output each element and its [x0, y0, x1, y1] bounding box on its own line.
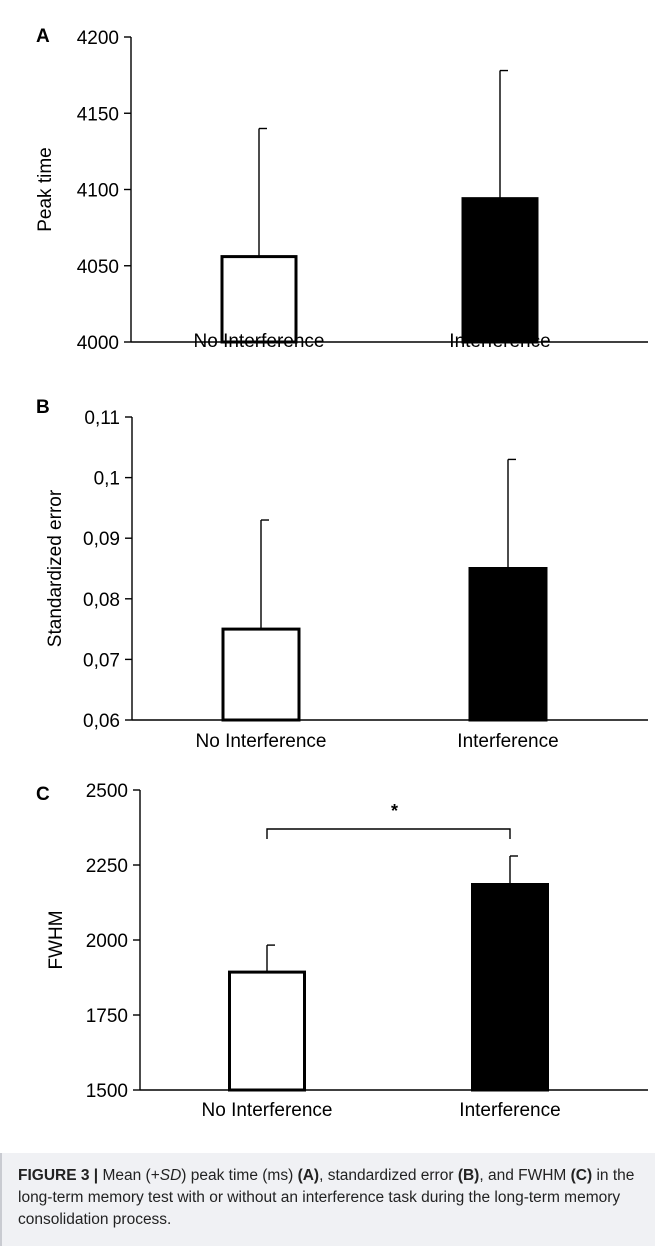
caption-part: ) peak time (ms): [181, 1167, 298, 1184]
caption-part: , and FWHM: [479, 1167, 571, 1184]
caption-part: SD: [159, 1167, 182, 1184]
caption-figure-number: FIGURE 3 |: [18, 1167, 99, 1184]
bar: [220, 255, 298, 344]
figure-3-chart: A Peak time 4000 4050 4100 4150 4200 No Interfe…: [35, 26, 648, 1121]
bar: [461, 197, 539, 344]
y-tick-label: 0,06: [83, 711, 120, 732]
x-category-label: Interference: [457, 731, 558, 752]
bar: [468, 567, 548, 722]
caption-part: , standardized error: [319, 1167, 458, 1184]
bar: [221, 627, 301, 722]
y-tick-label: 0,08: [83, 590, 120, 611]
panel-label: B: [36, 397, 50, 418]
y-tick-label: 2000: [86, 931, 128, 952]
y-tick-label: 1500: [86, 1081, 128, 1102]
y-tick-label: 4100: [77, 181, 119, 202]
figure-caption: FIGURE 3 | Mean (+SD) peak time (ms) (A)…: [0, 1153, 655, 1246]
caption-part: (B): [457, 1167, 480, 1184]
y-tick-label: 1750: [86, 1006, 128, 1027]
y-tick-label: 0,11: [84, 408, 120, 429]
caption-part: (C): [570, 1167, 593, 1184]
y-tick-label: 4200: [77, 28, 119, 49]
y-tick-label: 0,1: [94, 469, 120, 490]
y-tick-label: 0,09: [83, 529, 120, 550]
bar: [228, 970, 306, 1092]
y-axis-label: Peak time: [35, 147, 56, 231]
panel-label: C: [36, 784, 50, 805]
x-category-label: Interference: [449, 331, 550, 352]
x-category-label: No Interference: [196, 731, 327, 752]
x-category-label: No Interference: [202, 1100, 333, 1121]
x-category-label: Interference: [459, 1100, 560, 1121]
panel-a: A Peak time 4000 4050 4100 4150 4200 No Interfe…: [35, 26, 648, 354]
panel-c: C FWHM 1500 1750 2000 2250 2500 No Interference…: [36, 781, 648, 1121]
y-axis-label: FWHM: [46, 910, 67, 969]
y-tick-label: 0,07: [83, 650, 120, 671]
panel-label: A: [36, 26, 50, 47]
caption-part: (A): [297, 1167, 320, 1184]
y-axis-label: Standardized error: [45, 489, 66, 647]
caption-text: Mean (+SD) peak time (ms) (A), standardi…: [18, 1167, 634, 1228]
caption-part: Mean (+: [98, 1167, 160, 1184]
y-tick-label: 4150: [77, 104, 119, 125]
y-tick-label: 2250: [86, 856, 128, 877]
y-tick-label: 2500: [86, 781, 128, 802]
significance-bracket: [266, 828, 511, 839]
significance-marker: *: [391, 801, 398, 821]
bar: [471, 883, 549, 1092]
y-tick-label: 4000: [77, 333, 119, 354]
panel-b: B Standardized error 0,06 0,07 0,08 0,09 0,1 0,…: [36, 397, 648, 752]
y-tick-label: 4050: [77, 257, 119, 278]
caption-part: in the long-term memory test with or wit…: [18, 1167, 635, 1228]
x-category-label: No Interference: [194, 331, 325, 352]
